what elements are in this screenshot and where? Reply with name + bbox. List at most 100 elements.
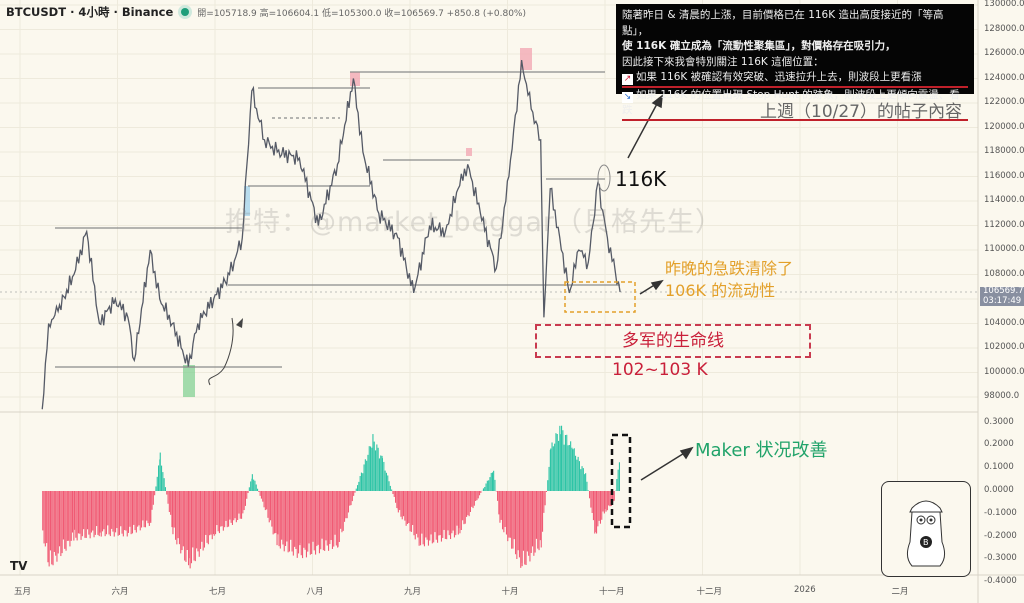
histogram-bar: [304, 491, 306, 550]
histogram-bar: [288, 491, 290, 552]
histogram-bar: [51, 491, 53, 565]
histogram-bar: [276, 491, 278, 546]
tradingview-logo[interactable]: TV: [10, 559, 28, 573]
histogram-bar: [60, 491, 62, 557]
histogram-bar: [609, 491, 611, 507]
histogram-bar: [617, 469, 619, 491]
histogram-bar: [260, 491, 262, 499]
histogram-bar: [315, 491, 317, 555]
price-tick-label: 104000.0: [984, 317, 1024, 328]
histogram-bar: [605, 491, 607, 512]
histogram-bar: [247, 491, 249, 494]
histogram-bar: [433, 491, 435, 543]
symbol-title[interactable]: BTCUSDT · 4小時 · Binance: [6, 5, 174, 19]
histogram-bar: [217, 491, 219, 532]
histogram-bar: [344, 491, 346, 522]
histogram-bar: [351, 491, 353, 502]
histogram-bar: [399, 491, 401, 511]
histogram-bar: [395, 491, 397, 503]
histogram-bar: [532, 491, 534, 547]
histogram-bar: [61, 491, 63, 554]
histogram-bar: [529, 491, 531, 562]
histogram-bar: [144, 491, 146, 528]
watermark: 推特：@market_beggar（貝格先生）: [225, 207, 723, 238]
note-line: 如果 116K 的位置出現 Stop Hunt 的跡象，則波段上更傾向震盪、看跌: [622, 88, 960, 117]
maker-label: Maker 状况改善: [695, 440, 828, 461]
histogram-bar: [450, 491, 452, 540]
indicator-tick-label: -0.3000: [984, 553, 1017, 564]
histogram-bar: [534, 491, 536, 553]
histogram-bar: [556, 434, 558, 491]
histogram-bar: [566, 434, 568, 491]
histogram-bar: [581, 466, 583, 491]
histogram-bar: [400, 491, 402, 517]
histogram-bar: [559, 434, 561, 491]
histogram-bar: [231, 491, 233, 525]
histogram-bar: [377, 447, 379, 491]
histogram-bar: [321, 491, 323, 539]
histogram-bar: [259, 491, 261, 496]
histogram-bar: [482, 488, 484, 491]
histogram-bar: [239, 491, 241, 519]
time-tick-label: 二月: [891, 587, 909, 597]
histogram-bar: [354, 491, 356, 493]
histogram-bar: [412, 491, 414, 526]
histogram-bar: [302, 491, 304, 559]
histogram-bar: [585, 473, 587, 491]
arrow-to-note: [627, 101, 659, 159]
histogram-bar: [516, 491, 518, 559]
histogram-bar: [573, 448, 575, 491]
histogram-bar: [342, 491, 344, 531]
histogram-bar: [381, 458, 383, 491]
histogram-bar: [126, 491, 128, 537]
histogram-bar: [159, 452, 161, 491]
histogram-bar: [197, 491, 199, 552]
histogram-bar: [456, 491, 458, 526]
histogram-bar: [192, 491, 194, 548]
histogram-bar: [291, 491, 293, 552]
histogram-bar: [370, 446, 372, 491]
histogram-bar: [388, 481, 390, 491]
histogram-bar: [312, 491, 314, 542]
histogram-bar: [503, 491, 505, 533]
histogram-bar: [509, 491, 511, 538]
histogram-bar: [543, 491, 545, 513]
histogram-bar: [246, 491, 248, 499]
histogram-bar: [416, 491, 418, 534]
time-tick-label: 六月: [111, 587, 129, 597]
histogram-bar: [576, 459, 578, 491]
histogram-bar: [198, 491, 200, 557]
histogram-bar: [458, 491, 460, 529]
histogram-bar: [98, 491, 100, 537]
histogram-bar: [471, 491, 473, 507]
author-logo: B: [881, 481, 971, 577]
time-tick-label: 2026: [794, 585, 816, 595]
histogram-bar: [56, 491, 58, 562]
symbol-header: BTCUSDT · 4小時 · Binance 開=105718.9 高=106…: [6, 4, 526, 20]
histogram-bar: [57, 491, 59, 554]
histogram-bar: [263, 491, 265, 508]
histogram-bar: [42, 491, 44, 531]
histogram-bar: [592, 491, 594, 521]
histogram-bar: [173, 491, 175, 528]
histogram-bar: [577, 456, 579, 491]
liquidity-box: [564, 281, 636, 313]
histogram-bar: [567, 445, 569, 491]
histogram-bar: [580, 469, 582, 491]
histogram-bar: [254, 480, 256, 491]
histogram-bar: [99, 491, 101, 533]
histogram-bar: [383, 461, 385, 491]
histogram-bar: [502, 491, 504, 530]
histogram-bar: [535, 491, 537, 539]
histogram-bar: [472, 491, 474, 509]
arrow-head: [236, 318, 243, 328]
grid: [0, 0, 978, 575]
histogram-bar: [243, 491, 245, 511]
histogram-bar: [494, 479, 496, 491]
histogram-bar: [222, 491, 224, 531]
histogram-bar: [463, 491, 465, 525]
histogram-bar: [489, 477, 491, 491]
histogram-bar: [612, 491, 614, 503]
histogram-bar: [268, 491, 270, 523]
